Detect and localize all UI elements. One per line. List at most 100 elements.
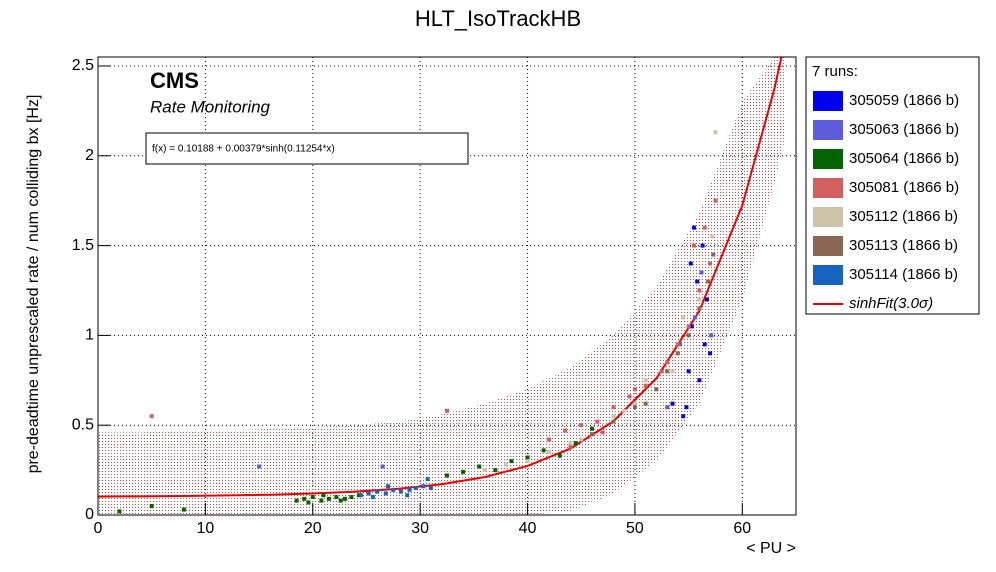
data-point: [627, 394, 632, 399]
data-point: [700, 243, 705, 248]
data-point: [579, 437, 584, 442]
data-point: [334, 495, 339, 500]
legend-label: sinhFit(3.0σ): [849, 295, 933, 312]
x-tick-label: 60: [733, 520, 751, 537]
data-point: [405, 493, 410, 498]
y-tick-label: 2.5: [72, 57, 94, 74]
legend-label: 305064 (1866 b): [849, 150, 959, 167]
x-tick-label: 30: [411, 520, 429, 537]
data-point: [632, 401, 637, 406]
data-point: [611, 414, 616, 419]
legend-swatch: [813, 120, 843, 140]
data-point: [349, 495, 354, 500]
data-point: [445, 473, 449, 478]
data-point: [149, 504, 154, 509]
data-point: [385, 484, 390, 489]
legend-swatch: [813, 265, 843, 285]
data-point: [600, 430, 605, 435]
data-point: [547, 437, 552, 442]
data-point: [713, 130, 718, 135]
data-point: [398, 489, 403, 494]
data-point: [713, 198, 718, 203]
data-point: [643, 401, 648, 406]
data-point: [622, 408, 627, 413]
subtitle: Rate Monitoring: [150, 97, 271, 116]
data-point: [461, 469, 466, 474]
fit-line: [98, 57, 783, 498]
data-point: [366, 491, 371, 496]
data-point: [595, 419, 600, 424]
legend-title: 7 runs:: [812, 63, 858, 80]
data-point: [710, 234, 715, 239]
legend-swatch: [813, 178, 843, 198]
plot-area: [98, 57, 796, 515]
data-point: [321, 493, 326, 498]
data-point: [117, 509, 122, 514]
data-point: [547, 450, 552, 455]
data-point: [697, 378, 702, 383]
data-point: [310, 495, 315, 500]
fit-band: [98, 57, 786, 515]
fit-label: f(x) = 0.10188 + 0.00379*sinh(0.11254*x): [152, 144, 335, 155]
data-point: [697, 288, 702, 293]
data-point: [702, 342, 707, 347]
data-point: [711, 252, 716, 257]
legend-label: 305114 (1866 b): [849, 266, 958, 283]
data-point: [659, 369, 664, 374]
data-point: [691, 225, 696, 230]
legend-label: 305113 (1866 b): [849, 237, 958, 254]
y-tick-label: 1: [85, 327, 94, 344]
data-point: [611, 419, 616, 424]
x-tick-label: 10: [196, 520, 214, 537]
data-point: [306, 500, 311, 505]
data-point: [686, 324, 691, 329]
x-tick-label: 50: [626, 520, 644, 537]
data-point: [681, 315, 686, 320]
data-point: [697, 306, 702, 311]
data-point: [525, 459, 530, 464]
data-point: [428, 486, 433, 491]
data-point: [563, 428, 568, 433]
data-point: [445, 408, 449, 413]
data-point: [697, 297, 702, 302]
data-point: [482, 468, 487, 473]
cms-label: CMS: [150, 68, 199, 93]
data-point: [686, 369, 691, 374]
data-point: [670, 401, 675, 406]
legend-label: 305059 (1866 b): [849, 92, 959, 109]
data-point: [407, 487, 412, 492]
data-point: [643, 383, 648, 388]
data-point: [181, 507, 186, 512]
data-point: [370, 495, 375, 500]
data-point: [383, 491, 388, 496]
legend-swatch: [813, 236, 843, 256]
data-point: [257, 464, 262, 469]
data-point: [695, 279, 700, 284]
legend-label: 305112 (1866 b): [849, 208, 958, 225]
data-point: [654, 387, 659, 392]
data-point: [708, 261, 713, 266]
data-point: [688, 261, 693, 266]
x-tick-label: 0: [94, 520, 103, 537]
data-point: [568, 444, 573, 449]
data-point: [342, 496, 347, 501]
data-point: [557, 453, 562, 458]
data-point: [702, 225, 707, 230]
x-tick-label: 20: [304, 520, 322, 537]
legend-label: 305063 (1866 b): [849, 121, 959, 138]
x-axis-label: < PU >: [746, 540, 796, 557]
y-tick-label: 1.5: [72, 237, 94, 254]
data-point: [493, 468, 498, 473]
y-tick-label: 0.5: [72, 416, 94, 433]
data-point: [632, 405, 637, 410]
legend-entries: 305059 (1866 b) 305063 (1866 b) 305064 (18…: [813, 91, 959, 312]
legend-swatch: [813, 149, 843, 169]
data-point: [689, 324, 694, 329]
data-point: [632, 387, 637, 392]
legend-swatch: [813, 91, 843, 111]
chart-title: HLT_IsoTrackHB: [415, 6, 581, 31]
data-point: [705, 279, 710, 284]
data-point: [421, 484, 426, 489]
data-point: [338, 498, 343, 503]
